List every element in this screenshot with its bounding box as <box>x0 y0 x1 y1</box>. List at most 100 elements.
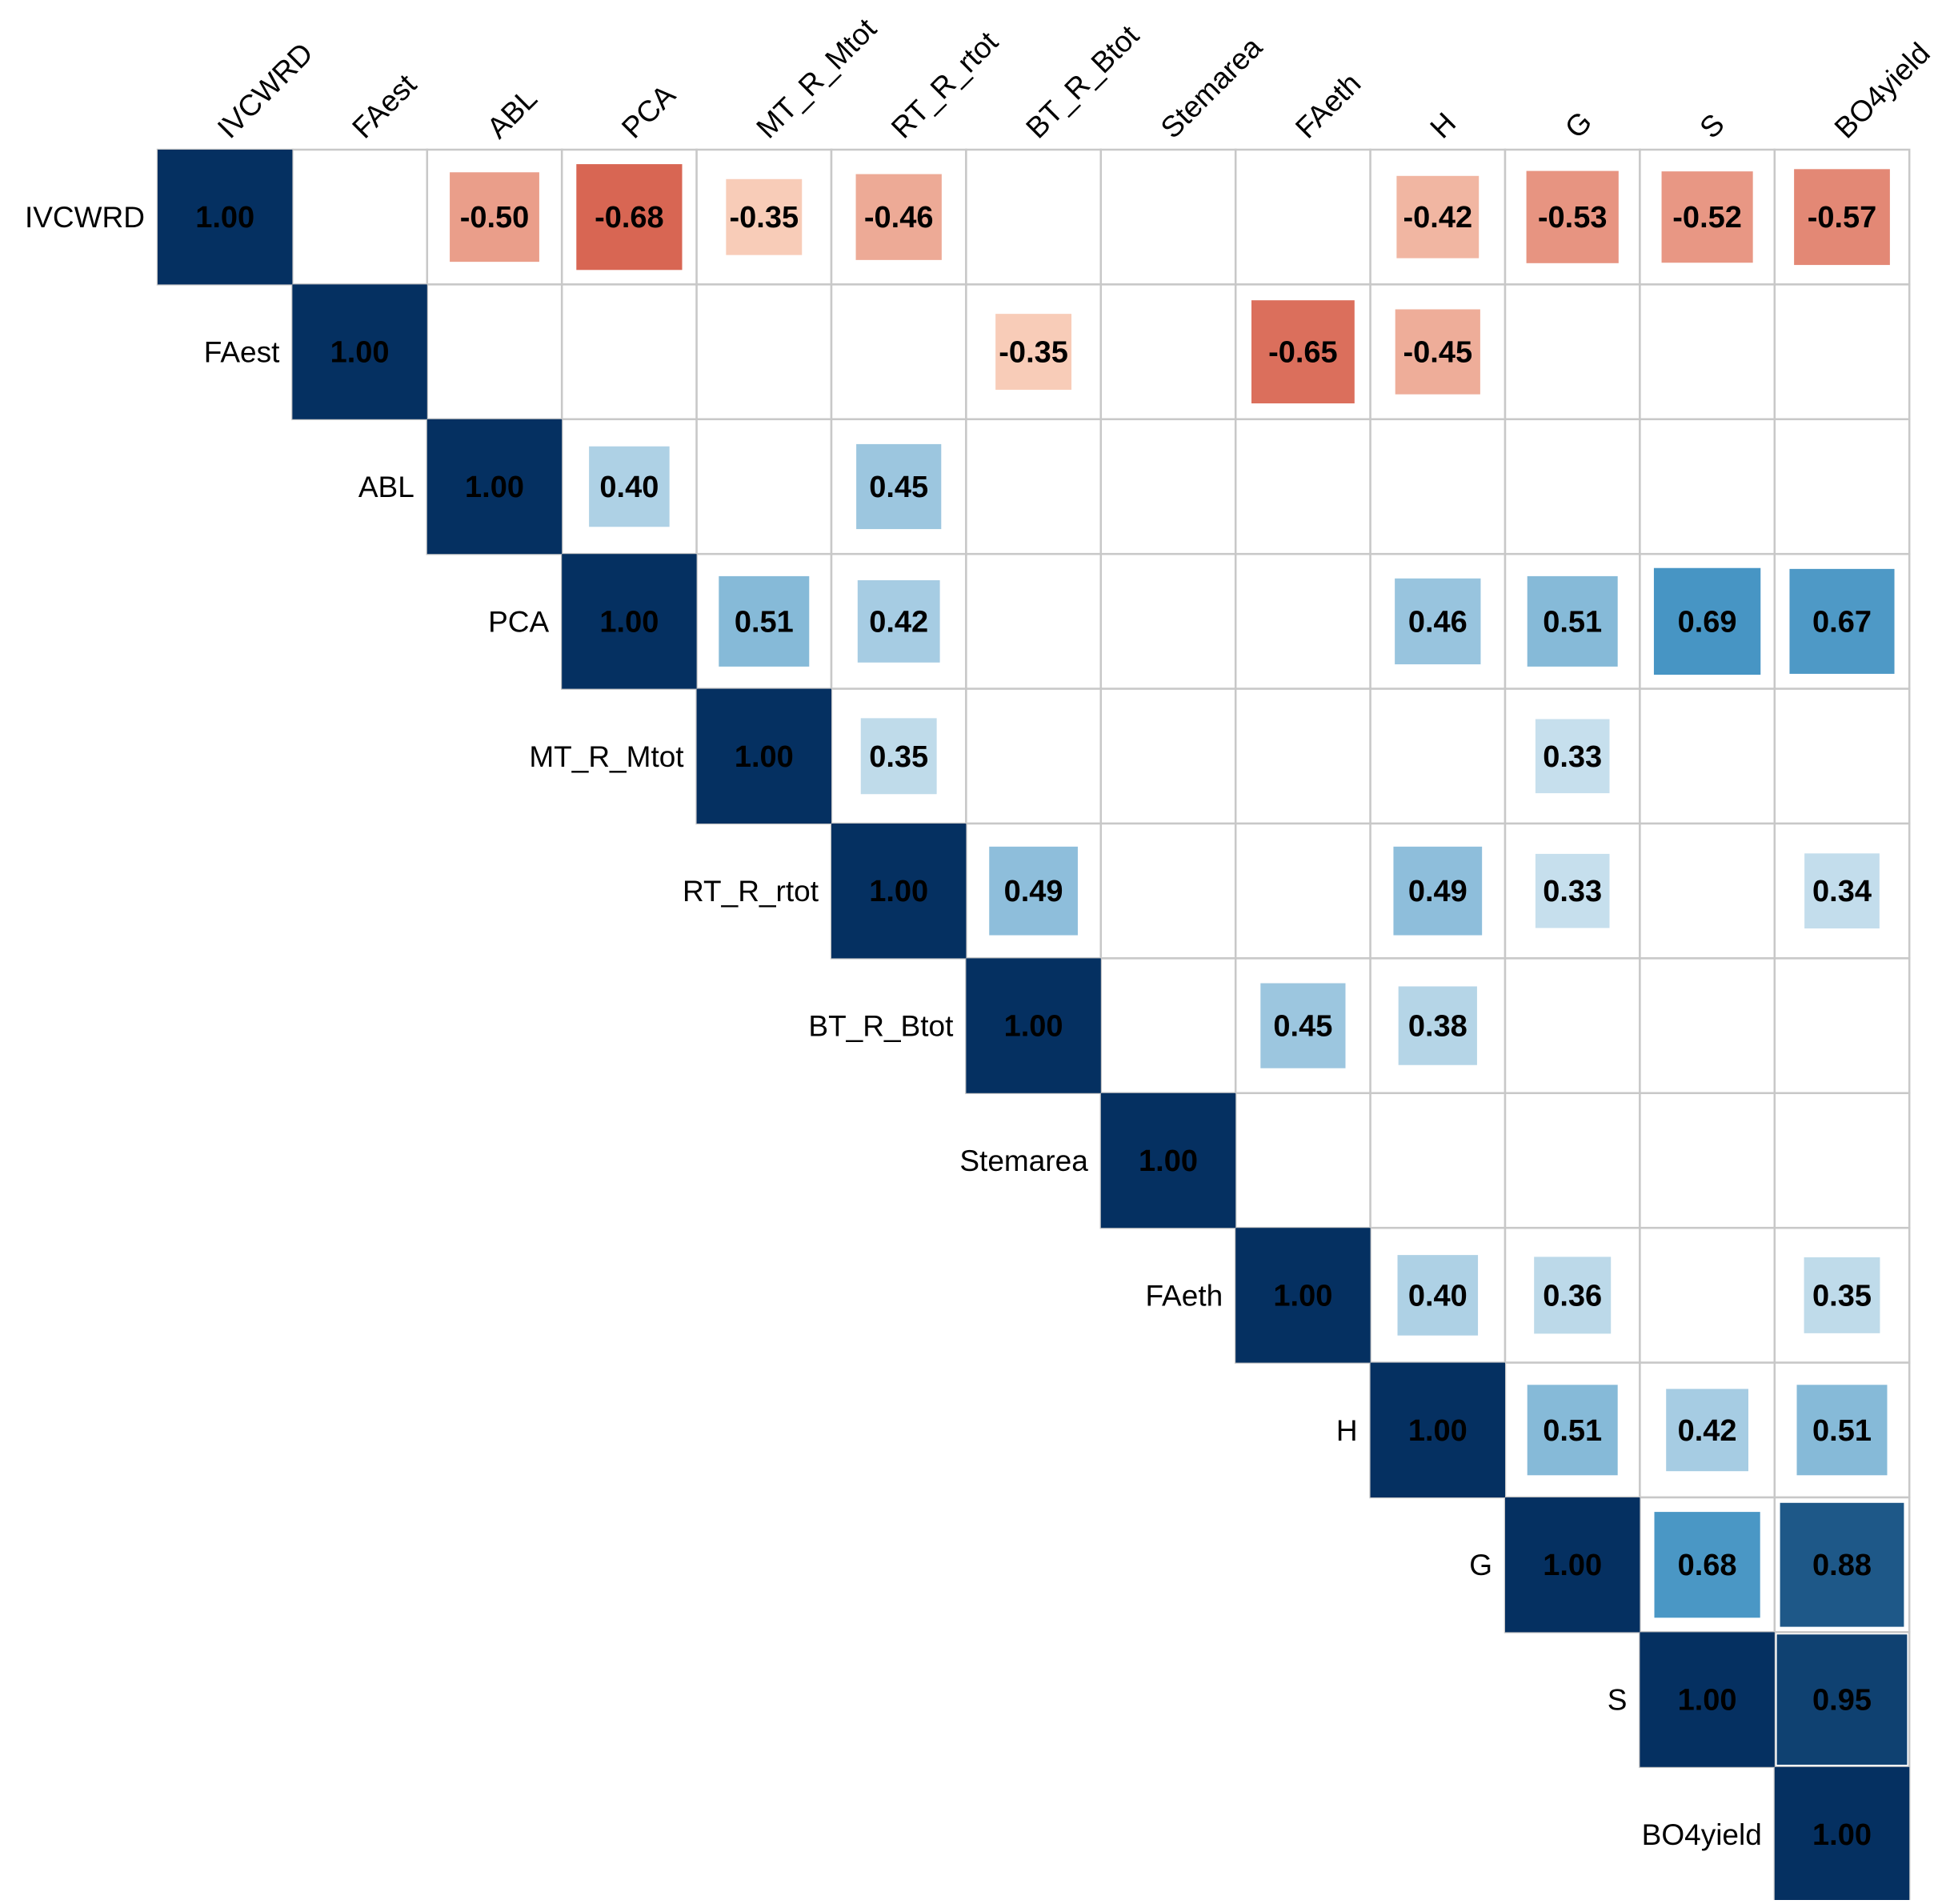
grid-cell <box>965 418 1103 555</box>
corr-square <box>1796 1385 1888 1476</box>
corr-cell-S-S: 1.00 <box>1640 1632 1775 1767</box>
grid-cell <box>1639 1092 1776 1229</box>
corr-cell-FAeth-FAeth: 1.00 <box>1235 1228 1371 1363</box>
corr-cell-MT_R_Mtot-RT_R_rtot: 0.35 <box>860 718 937 795</box>
corr-cell-PCA-H: 0.46 <box>1395 578 1481 665</box>
corr-square <box>855 174 942 260</box>
column-label-FAest: FAest <box>346 67 422 144</box>
column-label-FAeth: FAeth <box>1289 66 1367 144</box>
corr-square <box>1535 719 1610 794</box>
grid-cell <box>1099 687 1237 825</box>
corr-value-label: 1.00 <box>330 336 390 370</box>
corr-square <box>1780 1502 1904 1627</box>
corr-cell-BT_R_Btot-H: 0.38 <box>1398 986 1477 1065</box>
grid-cell <box>830 552 967 690</box>
corr-square <box>856 443 942 530</box>
corr-value-label: -0.52 <box>1672 201 1742 234</box>
grid-cell <box>1639 1226 1776 1364</box>
row-label-BT_R_Btot: BT_R_Btot <box>808 1010 954 1043</box>
grid-cell <box>1369 687 1507 825</box>
corr-cell-IVCWRD-H: -0.42 <box>1396 175 1480 259</box>
corr-square <box>1527 1385 1618 1476</box>
corr-value-label: 1.00 <box>1273 1279 1332 1313</box>
corr-square <box>1393 846 1483 936</box>
corr-value-label: 0.35 <box>1812 1279 1872 1313</box>
row-label-S: S <box>1608 1684 1628 1717</box>
grid-cell <box>695 283 833 421</box>
corr-cell-Stemarea-Stemarea: 1.00 <box>1100 1092 1236 1229</box>
corr-cell-ABL-PCA: 0.40 <box>589 446 670 527</box>
grid-cell <box>1234 148 1371 286</box>
corr-square <box>562 554 697 689</box>
corr-value-label: -0.46 <box>864 201 934 234</box>
corr-cell-IVCWRD-BO4yield: -0.57 <box>1794 169 1890 266</box>
row-label-PCA: PCA <box>488 605 549 638</box>
corr-square <box>576 164 683 271</box>
corr-square <box>1100 1092 1236 1229</box>
corr-square <box>995 314 1072 391</box>
grid-cell <box>1234 687 1371 825</box>
corr-value-label: -0.53 <box>1538 201 1608 234</box>
corr-square <box>696 688 831 824</box>
grid-cell <box>1639 687 1776 825</box>
corr-cell-MT_R_Mtot-G: 0.33 <box>1535 719 1610 794</box>
corr-cell-RT_R_rtot-BT_R_Btot: 0.49 <box>989 846 1078 936</box>
corr-cell-BT_R_Btot-BT_R_Btot: 1.00 <box>966 958 1101 1093</box>
corr-cell-IVCWRD-PCA: -0.68 <box>576 164 683 271</box>
corr-value-label: -0.45 <box>1403 336 1472 370</box>
corr-square <box>1774 1766 1910 1902</box>
corr-value-label: 0.33 <box>1543 875 1602 908</box>
corr-value-label: 1.00 <box>1139 1144 1198 1178</box>
corr-value-label: 1.00 <box>735 740 794 774</box>
grid-cell <box>1504 283 1641 421</box>
column-label-BT_R_Btot: BT_R_Btot <box>1019 18 1145 144</box>
grid-cell <box>1369 1092 1507 1229</box>
column-label-S: S <box>1693 107 1730 144</box>
column-label-Stemarea: Stemarea <box>1155 30 1269 145</box>
corr-value-label: -0.65 <box>1268 336 1338 370</box>
corr-value-label: -0.35 <box>729 201 799 234</box>
grid-cell <box>1369 418 1507 555</box>
row-label-BO4yield: BO4yield <box>1642 1818 1762 1851</box>
corr-square <box>1804 1257 1880 1333</box>
grid-cell <box>560 283 698 421</box>
corr-value-label: 0.68 <box>1678 1549 1737 1582</box>
corr-square <box>1666 1389 1748 1472</box>
grid-cell <box>1099 957 1237 1095</box>
corr-cell-RT_R_rtot-BO4yield: 0.34 <box>1804 853 1880 929</box>
corr-value-label: -0.42 <box>1403 201 1472 234</box>
corr-value-label: 0.45 <box>1273 1010 1332 1044</box>
corr-square <box>1260 983 1346 1068</box>
corr-cell-PCA-MT_R_Mtot: 0.51 <box>719 575 810 667</box>
grid-cell <box>1234 552 1371 690</box>
corr-cell-FAest-H: -0.45 <box>1395 309 1480 395</box>
corr-cell-G-BO4yield: 0.88 <box>1780 1502 1904 1627</box>
grid-cell <box>1099 283 1237 421</box>
corr-square <box>1535 853 1610 928</box>
corr-square <box>1396 175 1480 259</box>
column-label-PCA: PCA <box>615 78 682 145</box>
corr-square <box>1251 300 1355 404</box>
row-label-H: H <box>1336 1414 1358 1447</box>
corr-cell-PCA-BO4yield: 0.67 <box>1789 568 1895 674</box>
corr-value-label: 0.42 <box>869 605 928 639</box>
corr-cell-S-BO4yield: 0.95 <box>1776 1634 1908 1765</box>
corr-value-label: 0.69 <box>1678 605 1737 639</box>
grid-cell <box>1234 822 1371 960</box>
corr-value-label: 1.00 <box>1543 1549 1602 1582</box>
grid-cell <box>1504 1092 1641 1229</box>
corr-value-label: 0.51 <box>1543 1414 1602 1448</box>
grid-cell <box>965 687 1103 825</box>
corr-square <box>1789 568 1895 674</box>
row-label-MT_R_Mtot: MT_R_Mtot <box>529 740 684 773</box>
grid-cell <box>1773 1092 1911 1229</box>
corr-value-label: 1.00 <box>1678 1684 1737 1718</box>
corr-value-label: 0.51 <box>1812 1414 1872 1448</box>
column-label-MT_R_Mtot: MT_R_Mtot <box>750 12 883 145</box>
corr-cell-FAest-FAest: 1.00 <box>292 284 427 419</box>
grid-cell <box>1773 957 1911 1095</box>
corr-square <box>1398 986 1477 1065</box>
corr-square <box>1776 1634 1908 1765</box>
corr-cell-RT_R_rtot-H: 0.49 <box>1393 846 1483 936</box>
